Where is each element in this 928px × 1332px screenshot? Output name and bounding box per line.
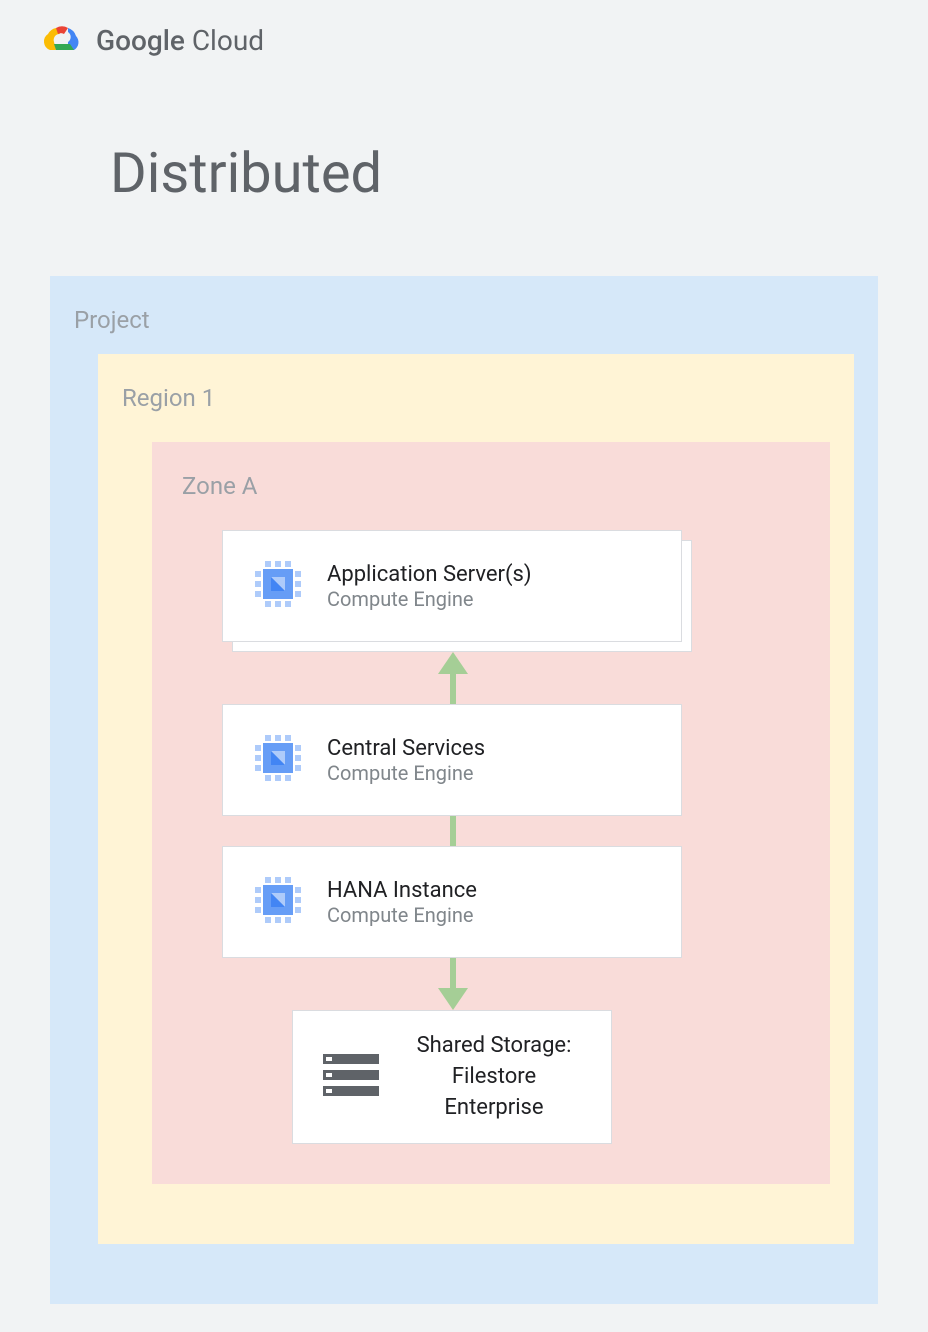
shared-storage-text: Shared Storage: Filestore Enterprise: [403, 1031, 585, 1123]
zone-container: Zone A: [152, 442, 830, 1184]
central-services-subtitle: Compute Engine: [327, 761, 485, 785]
compute-engine-icon: [249, 555, 307, 617]
connector-line: [450, 816, 456, 846]
hana-instance-card: HANA Instance Compute Engine: [222, 846, 682, 958]
brand-row: Google Cloud: [40, 20, 888, 60]
compute-engine-icon: [249, 871, 307, 933]
diagram-title: Distributed: [110, 140, 888, 206]
central-services-text: Central Services Compute Engine: [327, 736, 485, 785]
storage-icon: [319, 1046, 383, 1108]
brand-text: Google Cloud: [96, 24, 264, 57]
region-container: Region 1 Zone A: [98, 354, 854, 1244]
hana-instance-subtitle: Compute Engine: [327, 903, 477, 927]
region-label: Region 1: [122, 384, 830, 412]
hana-instance-text: HANA Instance Compute Engine: [327, 878, 477, 927]
app-server-subtitle: Compute Engine: [327, 587, 532, 611]
app-server-stack: Application Server(s) Compute Engine: [222, 530, 800, 642]
shared-storage-card: Shared Storage: Filestore Enterprise: [292, 1010, 612, 1144]
project-container: Project Region 1 Zone A: [50, 276, 878, 1304]
brand-name-bold: Google: [96, 24, 185, 57]
compute-engine-icon: [249, 729, 307, 791]
brand-name-light: Cloud: [192, 24, 264, 57]
connector-arrow-up: [436, 652, 470, 704]
zone-label: Zone A: [182, 472, 800, 500]
app-server-title: Application Server(s): [327, 562, 532, 587]
app-server-text: Application Server(s) Compute Engine: [327, 562, 532, 611]
storage-line2: Filestore: [403, 1062, 585, 1093]
storage-line1: Shared Storage:: [403, 1031, 585, 1062]
connector-arrow-down: [436, 958, 470, 1010]
central-services-title: Central Services: [327, 736, 485, 761]
cloud-logo-icon: [40, 20, 84, 60]
central-services-card: Central Services Compute Engine: [222, 704, 682, 816]
project-label: Project: [74, 306, 854, 334]
app-server-card: Application Server(s) Compute Engine: [222, 530, 682, 642]
storage-line3: Enterprise: [403, 1093, 585, 1124]
hana-instance-title: HANA Instance: [327, 878, 477, 903]
